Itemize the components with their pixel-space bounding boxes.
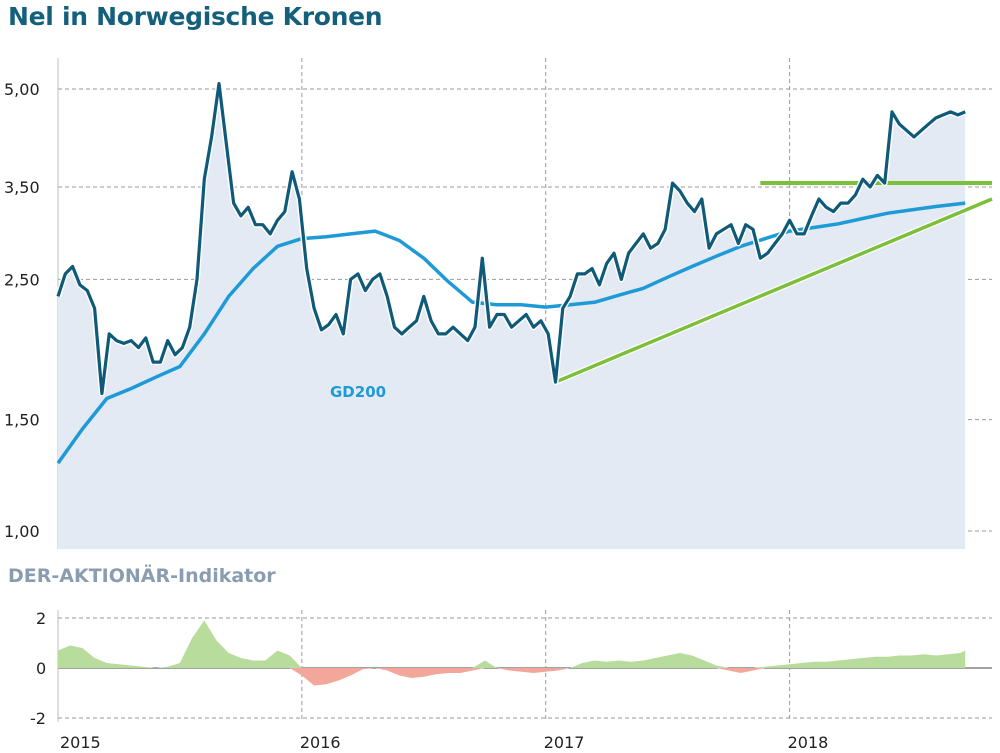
indicator-title: DER-AKTIONÄR-Indikator xyxy=(8,565,276,587)
price-area-layer xyxy=(58,83,966,549)
x-tick-label: 2016 xyxy=(300,733,341,752)
indicator-y-tick-label: 2 xyxy=(36,609,46,628)
price-y-tick-label: 1,50 xyxy=(4,411,40,430)
x-ticks: 2015 2016 2017 2018 xyxy=(60,733,828,752)
gd200-label: GD200 xyxy=(330,383,386,401)
indicator-area-layer xyxy=(58,620,966,686)
price-y-tick-label: 5,00 xyxy=(4,80,40,99)
indicator-y-tick-label: -2 xyxy=(30,709,46,728)
price-y-tick-label: 2,50 xyxy=(4,270,40,289)
trendline-layer xyxy=(554,181,994,385)
price-area xyxy=(58,83,966,549)
gd200-line xyxy=(56,201,966,465)
indicator-positive-area xyxy=(58,620,966,668)
price-line-layer xyxy=(55,80,967,397)
price-line xyxy=(56,82,966,396)
uptrend-line xyxy=(554,197,993,384)
indicator-y-tick-label: 0 xyxy=(36,659,46,678)
gd200-layer xyxy=(56,201,966,465)
x-tick-label: 2017 xyxy=(544,733,585,752)
price-y-tick-label: 3,50 xyxy=(4,178,40,197)
indicator-negative-area xyxy=(58,668,966,686)
price-y-ticks: 5,00 3,50 2,50 1,50 1,00 xyxy=(4,80,40,541)
chart-title: Nel in Norwegische Kronen xyxy=(8,2,383,31)
x-tick-label: 2015 xyxy=(60,733,101,752)
indicator-y-ticks: 2 0 -2 xyxy=(30,609,46,728)
x-tick-label: 2018 xyxy=(788,733,829,752)
price-y-tick-label: 1,00 xyxy=(4,522,40,541)
